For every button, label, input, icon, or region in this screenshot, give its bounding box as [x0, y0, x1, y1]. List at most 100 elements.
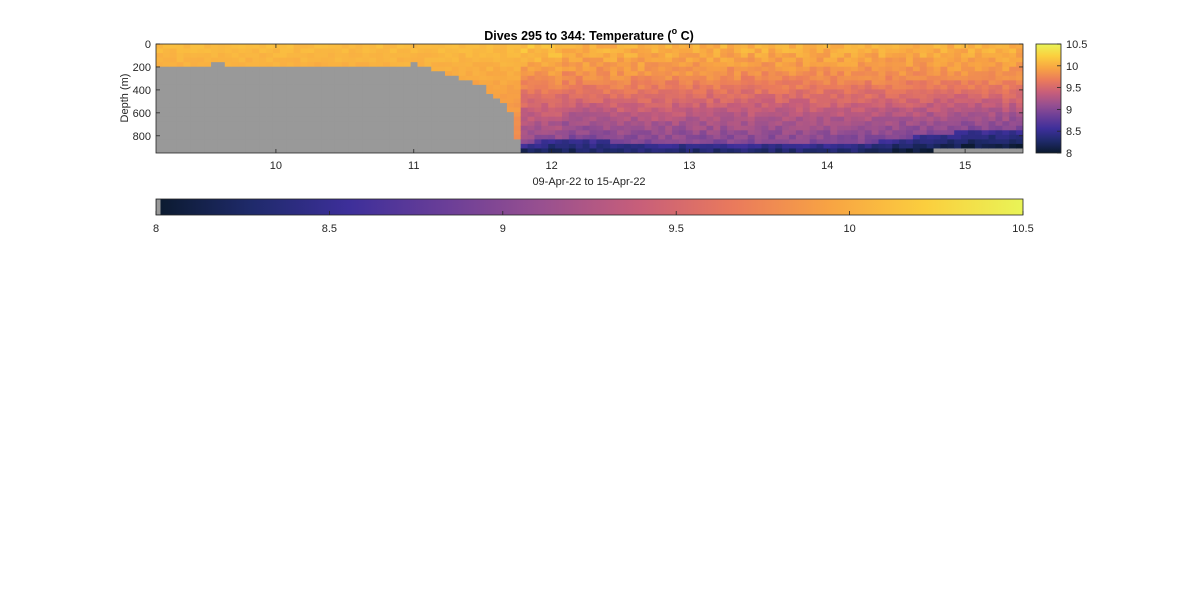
heatmap-cell [857, 134, 866, 140]
heatmap-cell [417, 48, 425, 54]
heatmap-cell [802, 89, 811, 95]
heatmap-cell [555, 116, 563, 122]
heatmap-cell [906, 89, 914, 95]
heatmap-cell [162, 62, 171, 68]
heatmap-cell [954, 148, 962, 153]
heatmap-cell [837, 89, 845, 95]
heatmap-cell [197, 66, 205, 72]
heatmap-cell [211, 93, 219, 100]
heatmap-cell [596, 44, 604, 50]
heatmap-cell [623, 80, 632, 86]
heatmap-cell [156, 93, 164, 100]
heatmap-cell [1002, 148, 1010, 153]
heatmap-cell [623, 66, 632, 72]
heatmap-cell [555, 134, 563, 140]
heatmap-cell [376, 116, 384, 122]
heatmap-cell [1016, 143, 1023, 150]
heatmap-cell [906, 75, 914, 81]
heatmap-cell [451, 80, 460, 86]
heatmap-cell [575, 80, 584, 86]
heatmap-cell [451, 84, 460, 91]
heatmap-cell [789, 130, 797, 136]
heatmap-cell [458, 103, 467, 109]
heatmap-cell [575, 121, 584, 127]
heatmap-cell [775, 44, 783, 50]
heatmap-cell [885, 143, 893, 150]
heatmap-cell [527, 107, 536, 113]
heatmap-cell [238, 103, 247, 109]
heatmap-cell [623, 112, 632, 118]
heatmap-cell [541, 98, 549, 104]
heatmap-cell [878, 48, 886, 54]
heatmap-cell [176, 112, 185, 118]
heatmap-cell [272, 121, 281, 127]
heatmap-cell [555, 148, 563, 153]
heatmap-cell [541, 66, 549, 72]
heatmap-cell [857, 57, 866, 63]
heatmap-cell [493, 112, 501, 118]
heatmap-cell [912, 71, 921, 77]
heatmap-cell [293, 57, 302, 63]
heatmap-cell [878, 148, 886, 153]
heatmap-cell [678, 103, 687, 109]
heatmap-cell [548, 125, 556, 131]
heatmap-cell [355, 121, 364, 127]
heatmap-cell [362, 112, 370, 118]
heatmap-cell [809, 148, 818, 153]
heatmap-cell [190, 75, 198, 81]
heatmap-cell [610, 57, 618, 63]
heatmap-cell [651, 121, 659, 127]
heatmap-cell [224, 139, 233, 145]
heatmap-cell [871, 107, 880, 113]
heatmap-cell [279, 107, 288, 113]
heatmap-cell [837, 130, 845, 136]
heatmap-cell [307, 112, 315, 118]
heatmap-cell [596, 112, 604, 118]
heatmap-cell [850, 80, 859, 86]
heatmap-cell [369, 98, 377, 104]
heatmap-cell [734, 66, 742, 72]
heatmap-cell [486, 89, 494, 95]
heatmap-cell [795, 93, 804, 100]
heatmap-cell [864, 125, 873, 131]
heatmap-cell [520, 130, 529, 136]
heatmap-cell [582, 62, 591, 68]
heatmap-cell [933, 130, 942, 136]
heatmap-cell [734, 103, 742, 109]
heatmap-cell [383, 125, 391, 131]
heatmap-cell [734, 121, 742, 127]
heatmap-cell [169, 80, 178, 86]
heatmap-cell [424, 53, 432, 59]
heatmap-cell [912, 48, 921, 54]
heatmap-cell [500, 125, 508, 131]
heatmap-cell [431, 44, 439, 50]
heatmap-cell [383, 93, 391, 100]
heatmap-cell [438, 112, 446, 118]
heatmap-cell [747, 53, 756, 59]
heatmap-cell [623, 103, 632, 109]
heatmap-cell [761, 62, 770, 68]
heatmap-cell [465, 75, 474, 81]
heatmap-cell [500, 71, 508, 77]
heatmap-cell [740, 121, 749, 127]
heatmap-cell [445, 107, 453, 113]
heatmap-cell [465, 80, 474, 86]
heatmap-cell [589, 116, 597, 122]
heatmap-cell [802, 116, 811, 122]
heatmap-cell [933, 53, 942, 59]
heatmap-cell [892, 125, 900, 131]
heatmap-cell [967, 143, 976, 150]
heatmap-cell [699, 103, 708, 109]
heatmap-cell [561, 103, 570, 109]
heatmap-cell [782, 53, 790, 59]
heatmap-cell [637, 93, 646, 100]
x-tick-label: 15 [959, 160, 971, 172]
heatmap-cell [245, 130, 253, 136]
heatmap-cell [623, 98, 632, 104]
heatmap-cell [300, 116, 308, 122]
heatmap-cell [610, 116, 618, 122]
heatmap-cell [747, 66, 756, 72]
heatmap-cell [885, 89, 893, 95]
heatmap-cell [211, 143, 219, 150]
heatmap-cell [630, 48, 639, 54]
